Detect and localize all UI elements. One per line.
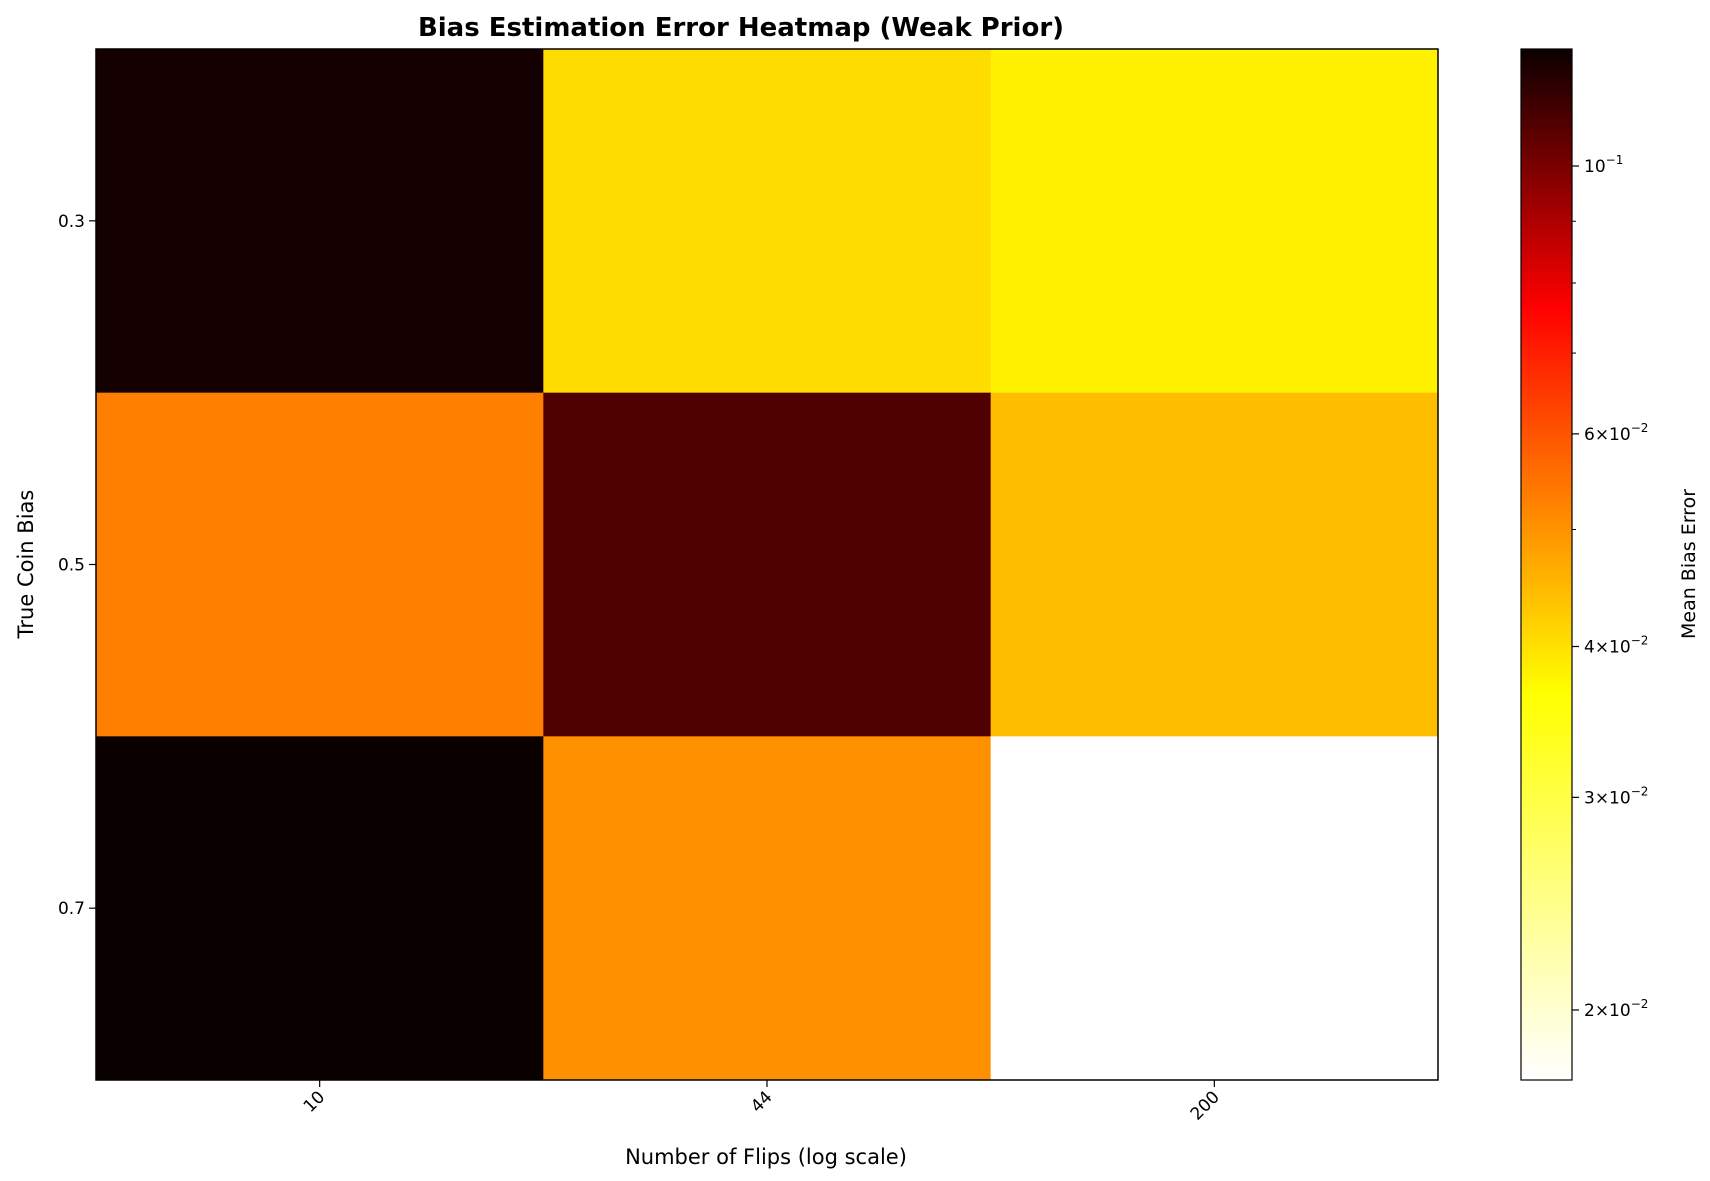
heatmap-cell: [96, 49, 544, 394]
x-tick-label: 200: [1187, 1087, 1224, 1124]
colorbar-tick-label: 2×10−2: [1584, 997, 1648, 1021]
x-tick-label: 10: [300, 1087, 329, 1116]
heatmap-cell: [543, 392, 992, 737]
x-axis-label: Number of Flips (log scale): [625, 1145, 907, 1169]
x-tick-label: 44: [747, 1087, 776, 1116]
colorbar-label: Mean Bias Error: [1678, 489, 1700, 639]
heatmap-cell: [96, 736, 544, 1081]
colorbar-tick-label: 4×10−2: [1584, 634, 1648, 658]
colorbar-ticks: 10−1 6×10−2 4×10−2 3×10−2 2×10−2: [1572, 153, 1648, 1021]
heatmap-cell: [990, 49, 1439, 394]
colorbar: [1520, 48, 1573, 1081]
colorbar-tick-label: 6×10−2: [1584, 421, 1648, 445]
heatmap-cell: [543, 49, 992, 394]
y-axis-ticks: 0.3 0.5 0.7: [58, 212, 96, 919]
heatmap-cell: [543, 736, 992, 1081]
y-axis-label: True Coin Bias: [14, 490, 38, 640]
y-tick-label: 0.5: [58, 556, 85, 576]
chart-title: Bias Estimation Error Heatmap (Weak Prio…: [418, 13, 1064, 43]
colorbar-tick-label: 10−1: [1584, 153, 1623, 177]
y-tick-label: 0.3: [58, 212, 85, 232]
x-axis-ticks: 10 44 200: [300, 1080, 1224, 1124]
y-tick-label: 0.7: [58, 899, 85, 919]
colorbar-tick-label: 3×10−2: [1584, 784, 1648, 808]
heatmap-cell: [990, 736, 1439, 1081]
heatmap-cells: [96, 49, 1439, 1081]
heatmap-cell: [96, 392, 544, 737]
heatmap-cell: [990, 392, 1439, 737]
